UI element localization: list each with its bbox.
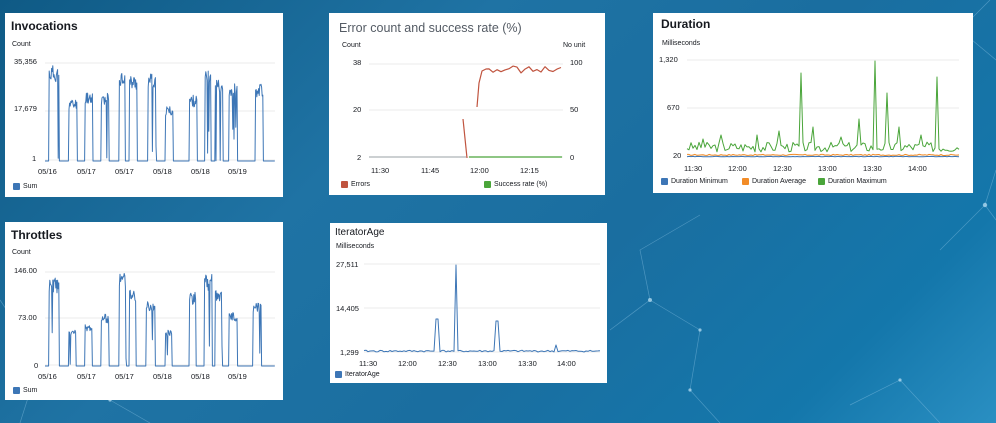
legend-item-sum[interactable]: Sum [13, 387, 37, 394]
throttles-plot [45, 271, 275, 367]
y-tick-label: 146.00 [14, 266, 37, 275]
x-tick-label: 05/18 [153, 372, 172, 381]
y-tick-label: 0 [34, 361, 39, 370]
y-tick-label-right: 0 [570, 153, 575, 162]
legend-item-success-rate[interactable]: Success rate (%) [484, 181, 547, 188]
y-tick-label-right: 100 [570, 58, 583, 67]
iterator-age-widget[interactable]: IteratorAge Milliseconds 27,511 14,405 1… [330, 223, 607, 383]
x-tick-label: 11:30 [371, 166, 390, 175]
x-tick-label: 13:00 [478, 359, 497, 368]
x-tick-label: 05/19 [228, 372, 247, 381]
errors-line [476, 65, 562, 108]
legend-item-errors[interactable]: Errors [341, 181, 370, 188]
y-axis-unit: Count [12, 249, 31, 256]
duration-plot [686, 59, 960, 158]
y-axis-unit: Count [12, 41, 31, 48]
legend-item-iterator-age[interactable]: IteratorAge [335, 371, 380, 378]
y-axis-unit: Milliseconds [662, 40, 701, 47]
error-plot [369, 63, 563, 159]
iterator-age-line [363, 264, 601, 353]
y-tick-label-left: 2 [357, 153, 362, 162]
invocations-plot [45, 62, 275, 162]
legend-swatch [661, 178, 668, 185]
y-tick-label: 670 [667, 103, 680, 112]
legend-swatch [13, 183, 20, 190]
legend-swatch [818, 178, 825, 185]
y-tick-label: 17,679 [14, 104, 37, 113]
iterator-age-plot [363, 263, 601, 353]
legend-item-duration-maximum[interactable]: Duration Maximum [818, 178, 887, 185]
x-tick-label: 12:00 [470, 166, 489, 175]
x-tick-label: 12:30 [773, 164, 792, 173]
error-count-widget[interactable]: Error count and success rate (%) Count N… [329, 13, 605, 195]
widget-title: Throttles [11, 228, 63, 242]
x-tick-label: 05/17 [115, 372, 134, 381]
y-axis-unit: Milliseconds [336, 243, 375, 250]
x-tick-label: 05/17 [115, 167, 134, 176]
x-tick-label: 14:00 [557, 359, 576, 368]
y-axis-unit-left: Count [342, 42, 361, 49]
errors-line [462, 118, 468, 159]
widget-title: Invocations [11, 19, 78, 33]
invocations-widget[interactable]: Invocations Count 35,356 17,679 1 05/16 … [5, 13, 283, 197]
widget-title: IteratorAge [335, 227, 385, 238]
legend-item-sum[interactable]: Sum [13, 183, 37, 190]
legend-swatch [13, 387, 20, 394]
x-tick-label: 05/17 [77, 167, 96, 176]
x-tick-label: 12:30 [438, 359, 457, 368]
y-axis-unit-right: No unit [563, 42, 586, 49]
x-tick-label: 13:30 [518, 359, 537, 368]
legend-swatch [742, 178, 749, 185]
x-tick-label: 05/16 [38, 167, 57, 176]
x-tick-label: 05/18 [153, 167, 172, 176]
x-tick-label: 14:00 [908, 164, 927, 173]
y-tick-label: 1,320 [659, 55, 678, 64]
widget-title: Duration [661, 17, 711, 31]
duration-maximum-line [686, 60, 960, 153]
x-tick-label: 11:30 [684, 164, 703, 173]
x-tick-label: 13:00 [818, 164, 837, 173]
y-tick-label: 35,356 [14, 57, 37, 66]
legend-swatch [341, 181, 348, 188]
y-tick-label-left: 38 [353, 58, 362, 67]
legend-swatch [335, 371, 342, 378]
widget-title: Error count and success rate (%) [339, 21, 522, 35]
x-tick-label: 05/16 [38, 372, 57, 381]
x-tick-label: 05/17 [77, 372, 96, 381]
y-tick-label: 73.00 [18, 313, 37, 322]
x-tick-label: 13:30 [863, 164, 882, 173]
y-tick-label: 20 [673, 151, 682, 160]
data-line [45, 65, 275, 162]
legend-swatch [484, 181, 491, 188]
y-tick-label: 27,511 [336, 260, 359, 269]
x-tick-label: 11:45 [421, 166, 440, 175]
y-tick-label: 1,299 [340, 348, 359, 357]
throttles-widget[interactable]: Throttles Count 146.00 73.00 0 05/16 05/… [5, 222, 283, 400]
y-tick-label-right: 50 [570, 105, 579, 114]
duration-average-line [687, 153, 960, 156]
data-line [45, 273, 275, 367]
x-tick-label: 11:30 [359, 359, 378, 368]
duration-widget[interactable]: Duration Milliseconds 1,320 670 20 11:30… [653, 13, 973, 193]
x-tick-label: 12:00 [728, 164, 747, 173]
legend-item-duration-average[interactable]: Duration Average [742, 178, 806, 185]
y-tick-label: 1 [32, 154, 37, 163]
y-tick-label-left: 20 [353, 105, 362, 114]
x-tick-label: 05/18 [191, 167, 210, 176]
x-tick-label: 12:00 [398, 359, 417, 368]
x-tick-label: 05/18 [191, 372, 210, 381]
y-tick-label: 14,405 [336, 304, 359, 313]
legend-item-duration-minimum[interactable]: Duration Minimum [661, 178, 728, 185]
x-tick-label: 12:15 [520, 166, 539, 175]
x-tick-label: 05/19 [228, 167, 247, 176]
